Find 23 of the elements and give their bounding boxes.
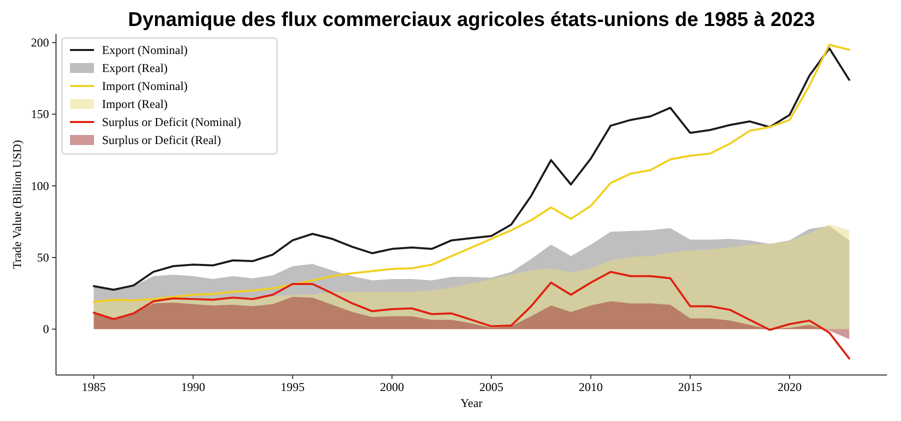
x-tick-label: 2010 (578, 380, 603, 394)
line-series (92, 270, 850, 360)
legend-label: Surplus or Deficit (Nominal) (102, 115, 241, 129)
y-tick-label: 100 (31, 178, 49, 193)
y-axis-title: Trade Value (Billion USD) (10, 140, 24, 269)
x-tick-label: 1985 (82, 380, 106, 394)
legend-label: Export (Nominal) (102, 43, 188, 57)
chart-title: Dynamique des flux commerciaux agricoles états-unions de 1985 à 2023 (128, 9, 815, 31)
y-tick-label: 150 (31, 107, 49, 122)
legend-label: Import (Nominal) (102, 79, 188, 93)
legend-label: Surplus or Deficit (Real) (102, 133, 221, 147)
x-tick-label: 1995 (280, 380, 305, 394)
y-tick-label: 200 (31, 36, 49, 50)
x-axis-title: Year (460, 396, 483, 410)
x-tick-label: 1990 (181, 380, 206, 394)
x-tick-label: 2005 (479, 380, 504, 394)
y-tick-label: 50 (37, 250, 49, 265)
x-tick-label: 2020 (778, 380, 802, 394)
x-tick-label: 2000 (380, 380, 404, 394)
x-tick-label: 2015 (678, 380, 702, 394)
legend-label: Import (Real) (102, 97, 168, 111)
legend-label: Export (Real) (102, 61, 168, 75)
y-tick-label: 0 (43, 322, 49, 336)
